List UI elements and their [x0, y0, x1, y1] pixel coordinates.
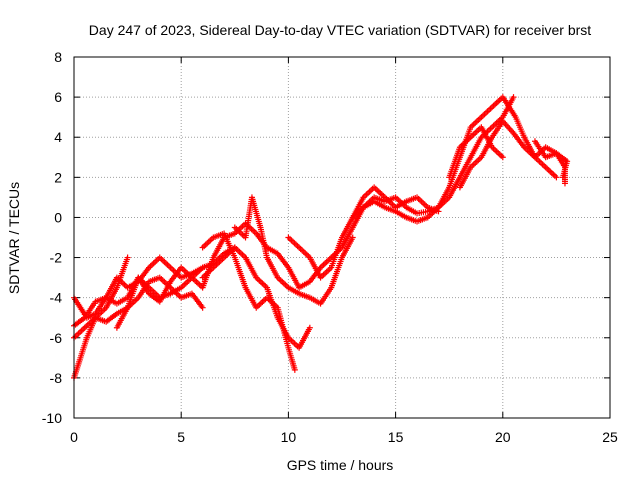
series-track-8	[231, 194, 356, 307]
data-point-marker	[124, 254, 131, 261]
y-tick-labels: -10 -8 -6 -4 -2 0 2 4 6 8	[42, 49, 62, 426]
x-tick-label: 25	[602, 429, 618, 445]
y-tick-label: 2	[54, 169, 62, 185]
data-point-marker	[291, 366, 298, 373]
data-point-marker	[349, 234, 356, 241]
series-track-4	[71, 274, 206, 341]
data-points	[71, 94, 571, 381]
series-track-14	[531, 138, 571, 181]
data-point-marker	[199, 304, 206, 311]
x-axis-title: GPS time / hours	[287, 457, 394, 473]
series-track-7	[199, 244, 313, 351]
data-point-marker	[499, 154, 506, 161]
y-tick-label: 0	[54, 209, 62, 225]
y-axis-title: SDTVAR / TECUs	[6, 182, 22, 294]
data-point-marker	[561, 180, 568, 187]
series-track-9	[285, 184, 442, 281]
y-tick-label: -10	[42, 410, 62, 426]
x-tick-label: 0	[70, 429, 78, 445]
y-tick-label: -6	[50, 330, 63, 346]
data-point-marker	[553, 174, 560, 181]
y-tick-label: -4	[50, 290, 63, 306]
data-point-marker	[306, 324, 313, 331]
data-point-marker	[510, 94, 517, 101]
data-point-marker	[559, 174, 566, 181]
x-tick-label: 20	[495, 429, 511, 445]
series-track-13	[456, 118, 568, 191]
series-track-10	[349, 94, 517, 225]
y-tick-label: 8	[54, 49, 62, 65]
plot-frame	[73, 56, 611, 419]
y-tick-label: 4	[54, 129, 62, 145]
x-tick-label: 10	[281, 429, 297, 445]
y-tick-label: -2	[50, 250, 63, 266]
chart-title: Day 247 of 2023, Sidereal Day-to-day VTE…	[89, 22, 591, 38]
x-tick-labels: 0 5 10 15 20 25	[70, 429, 618, 445]
x-tick-label: 5	[177, 429, 185, 445]
y-tick-label: 6	[54, 89, 62, 105]
y-tick-label: -8	[50, 370, 63, 386]
x-tick-label: 15	[388, 429, 404, 445]
